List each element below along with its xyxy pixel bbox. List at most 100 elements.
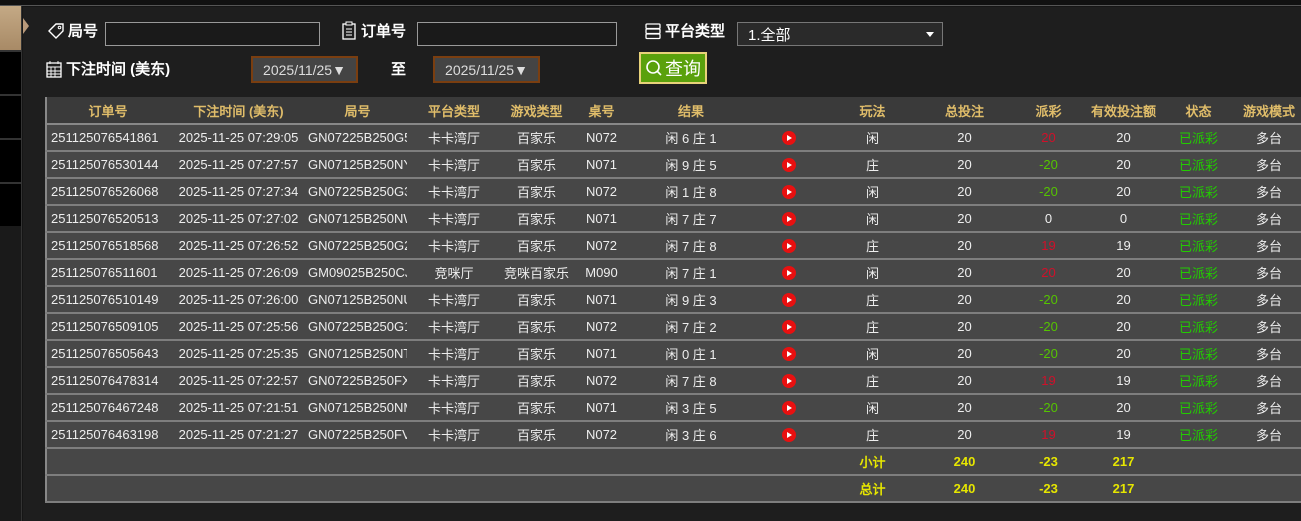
table-cell: N071 bbox=[572, 286, 631, 314]
table-cell: 20 bbox=[1011, 124, 1086, 152]
panel-pointer bbox=[23, 18, 29, 34]
query-button[interactable]: 查询 bbox=[639, 52, 707, 84]
table-cell: N072 bbox=[572, 421, 631, 449]
table-cell: 2025-11-25 07:26:09 bbox=[169, 259, 308, 287]
table-cell: 百家乐 bbox=[501, 367, 572, 395]
table-cell: 已派彩 bbox=[1161, 232, 1236, 260]
table-cell: N072 bbox=[572, 124, 631, 152]
table-row: 251125076509105 2025-11-25 07:25:56 GN0722… bbox=[46, 313, 1301, 341]
table-cell: 百家乐 bbox=[501, 313, 572, 341]
table-row: 251125076505643 2025-11-25 07:25:35 GN0712… bbox=[46, 340, 1301, 368]
table-cell: 竞咪百家乐 bbox=[501, 259, 572, 287]
table-row: 251125076541861 2025-11-25 07:29:05 GN0722… bbox=[46, 124, 1301, 152]
table-cell: 已派彩 bbox=[1161, 313, 1236, 341]
table-cell: -20 bbox=[1011, 286, 1086, 314]
subtotal-valid_bet: 217 bbox=[1086, 448, 1161, 476]
play-video-icon[interactable] bbox=[782, 266, 796, 281]
sidebar bbox=[0, 6, 22, 521]
table-cell: GN07125B250NW bbox=[308, 205, 407, 233]
table-cell: 20 bbox=[1086, 259, 1161, 287]
column-header: 有效投注额 bbox=[1086, 97, 1161, 125]
table-cell: 闲 bbox=[827, 394, 918, 422]
table-cell: 20 bbox=[918, 151, 1011, 179]
play-video-icon[interactable] bbox=[782, 347, 796, 362]
play-video-icon[interactable] bbox=[782, 212, 796, 227]
play-video-icon[interactable] bbox=[782, 293, 796, 308]
play-video-icon[interactable] bbox=[782, 131, 796, 146]
table-cell: 0 bbox=[1086, 205, 1161, 233]
table-cell: 闲 bbox=[827, 340, 918, 368]
table-cell: 20 bbox=[918, 394, 1011, 422]
total-total_bet: 240 bbox=[918, 475, 1011, 503]
table-cell: 多台 bbox=[1236, 205, 1301, 233]
table-cell: GN07125B250NU bbox=[308, 286, 407, 314]
table-cell: 2025-11-25 07:22:57 bbox=[169, 367, 308, 395]
play-video-icon[interactable] bbox=[782, 239, 796, 254]
sidebar-item[interactable] bbox=[0, 50, 21, 94]
table-cell: 闲 3 庄 5 bbox=[631, 394, 751, 422]
clipboard-icon bbox=[342, 21, 356, 40]
table-cell: 19 bbox=[1086, 367, 1161, 395]
table-cell: 251125076511601 bbox=[46, 259, 169, 287]
table-cell: 卡卡湾厅 bbox=[407, 178, 501, 206]
table-cell: 闲 bbox=[827, 178, 918, 206]
sidebar-item[interactable] bbox=[0, 138, 21, 182]
table-cell: 已派彩 bbox=[1161, 340, 1236, 368]
table-cell: 251125076518568 bbox=[46, 232, 169, 260]
table-cell: 卡卡湾厅 bbox=[407, 232, 501, 260]
play-video-icon[interactable] bbox=[782, 320, 796, 335]
sidebar-item[interactable] bbox=[0, 182, 21, 226]
table-cell: 251125076467248 bbox=[46, 394, 169, 422]
empty-cell bbox=[46, 475, 827, 503]
play-video-icon[interactable] bbox=[782, 374, 796, 389]
order-input[interactable] bbox=[417, 22, 617, 46]
table-cell: 百家乐 bbox=[501, 394, 572, 422]
table-cell: N071 bbox=[572, 205, 631, 233]
server-icon bbox=[645, 22, 661, 39]
play-video-icon[interactable] bbox=[782, 401, 796, 416]
table-cell: 19 bbox=[1011, 367, 1086, 395]
subtotal-row: 小计 240 -23 217 bbox=[46, 448, 1301, 476]
video-cell bbox=[751, 232, 827, 260]
platform-select[interactable]: 1.全部 bbox=[737, 22, 943, 46]
table-cell: 百家乐 bbox=[501, 232, 572, 260]
column-header: 派彩 bbox=[1011, 97, 1086, 125]
video-cell bbox=[751, 151, 827, 179]
table-cell: 251125076526068 bbox=[46, 178, 169, 206]
table-cell: 卡卡湾厅 bbox=[407, 394, 501, 422]
sidebar-item[interactable] bbox=[0, 94, 21, 138]
table-cell: 多台 bbox=[1236, 151, 1301, 179]
play-video-icon[interactable] bbox=[782, 428, 796, 443]
table-cell: 20 bbox=[918, 178, 1011, 206]
table-row: 251125076530144 2025-11-25 07:27:57 GN0712… bbox=[46, 151, 1301, 179]
video-cell bbox=[751, 259, 827, 287]
table-cell: GN07225B250G1 bbox=[308, 313, 407, 341]
table-cell: -20 bbox=[1011, 340, 1086, 368]
table-cell: 百家乐 bbox=[501, 205, 572, 233]
table-cell: N072 bbox=[572, 367, 631, 395]
table-cell: 2025-11-25 07:21:27 bbox=[169, 421, 308, 449]
table-cell: 已派彩 bbox=[1161, 259, 1236, 287]
play-video-icon[interactable] bbox=[782, 158, 796, 173]
table-cell: 多台 bbox=[1236, 286, 1301, 314]
table-cell: 2025-11-25 07:26:52 bbox=[169, 232, 308, 260]
table-cell: 竞咪厅 bbox=[407, 259, 501, 287]
table-cell: 20 bbox=[1086, 286, 1161, 314]
table-cell: 卡卡湾厅 bbox=[407, 313, 501, 341]
table-cell: 卡卡湾厅 bbox=[407, 421, 501, 449]
table-cell: 2025-11-25 07:26:00 bbox=[169, 286, 308, 314]
play-video-icon[interactable] bbox=[782, 185, 796, 200]
table-cell: GN07125B250NT bbox=[308, 340, 407, 368]
table-cell: 已派彩 bbox=[1161, 367, 1236, 395]
date-to-picker[interactable]: 2025/11/25▼ bbox=[433, 56, 540, 83]
sidebar-item-active[interactable] bbox=[0, 6, 21, 50]
table-cell: 闲 bbox=[827, 124, 918, 152]
platform-label: 平台类型 bbox=[644, 20, 725, 41]
round-input[interactable] bbox=[105, 22, 320, 46]
video-cell bbox=[751, 286, 827, 314]
date-from-picker[interactable]: 2025/11/25▼ bbox=[251, 56, 358, 83]
table-cell: 多台 bbox=[1236, 313, 1301, 341]
table-cell: 多台 bbox=[1236, 232, 1301, 260]
table-row: 251125076511601 2025-11-25 07:26:09 GM0902… bbox=[46, 259, 1301, 287]
table-cell: 多台 bbox=[1236, 394, 1301, 422]
